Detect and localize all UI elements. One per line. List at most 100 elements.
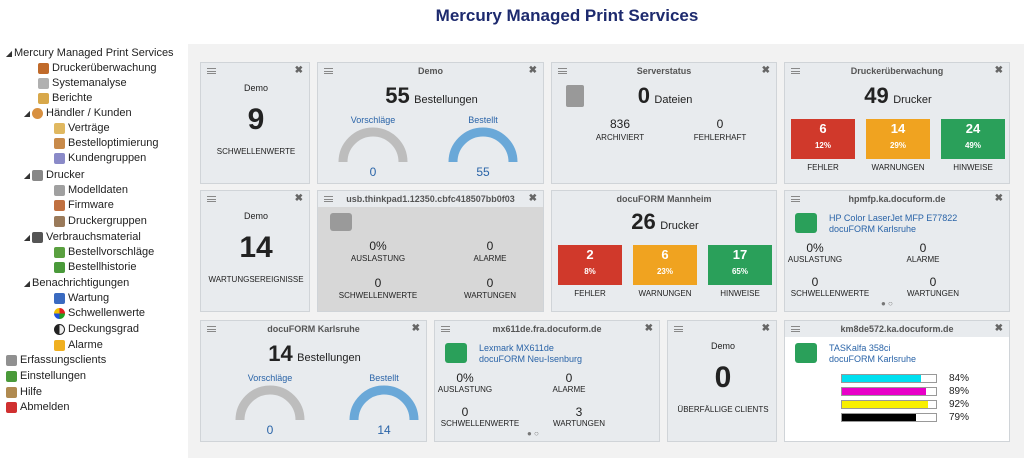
sidebar-item-alarme[interactable]: Alarme	[54, 338, 103, 353]
collapse-icon[interactable]: ◢	[23, 233, 31, 242]
gauge-vorschlaege	[235, 385, 305, 421]
status-box-hinweise[interactable]: 17 65%	[708, 245, 772, 285]
threshold-icon	[54, 308, 65, 319]
close-icon[interactable]: ✖	[411, 323, 420, 334]
widget-demo-schwellenwerte: ✖ Demo 9 SCHWELLENWERTE	[200, 62, 310, 184]
close-icon[interactable]: ✖	[644, 323, 653, 334]
widget-device-mx611: mx611de.fra.docuform.de ✖ Lexmark MX611de…	[434, 320, 660, 442]
sidebar-item-wartung[interactable]: Wartung	[54, 291, 109, 306]
firmware-icon	[54, 200, 65, 211]
close-icon[interactable]: ✖	[994, 323, 1003, 334]
widget-title: Serverstatus	[636, 66, 692, 76]
widget-demo-wartung: ✖ Demo 14 WARTUNGSEREIGNISSE	[200, 190, 310, 312]
close-icon[interactable]: ✖	[294, 193, 303, 204]
status-box-fehler[interactable]: 2 8%	[558, 245, 622, 285]
maintenance-value: 3	[575, 405, 583, 419]
menu-icon[interactable]	[558, 68, 567, 74]
sidebar-item-bestellvorschlaege[interactable]: Bestellvorschläge	[54, 245, 154, 260]
printer-unit: Drucker	[893, 94, 932, 106]
files-icon	[566, 85, 584, 107]
sidebar-item-bestelloptimierung[interactable]: Bestelloptimierung	[54, 136, 159, 151]
close-icon[interactable]: ✖	[528, 65, 537, 76]
maintenance-value: 0	[486, 276, 494, 290]
sidebar-item-berichte[interactable]: Berichte	[38, 91, 92, 106]
toner-bar-track	[841, 374, 937, 383]
close-icon[interactable]: ✖	[528, 193, 537, 204]
sidebar-item-erfassungsclients[interactable]: Erfassungsclients	[6, 353, 106, 368]
menu-icon[interactable]	[207, 196, 216, 202]
collapse-icon[interactable]: ◢	[5, 49, 13, 58]
sidebar-item-label: Bestellhistorie	[68, 261, 137, 273]
menu-icon[interactable]	[791, 196, 800, 202]
alarm-icon	[54, 340, 65, 351]
menu-icon[interactable]	[674, 326, 683, 332]
printer-name-link[interactable]: Lexmark MX611de	[479, 343, 554, 353]
close-icon[interactable]: ✖	[994, 193, 1003, 204]
sidebar-item-druckerueberwachung[interactable]: Druckerüberwachung	[38, 61, 157, 76]
threshold-value: 0	[461, 405, 469, 419]
printer-location-link[interactable]: docuFORM Karlsruhe	[829, 224, 917, 234]
sidebar-item-druckergruppen[interactable]: Druckergruppen	[54, 214, 147, 229]
alarm-label: ALARME	[906, 255, 940, 264]
threshold-value: 0	[811, 275, 819, 289]
menu-icon[interactable]	[324, 68, 333, 74]
sidebar-item-systemanalyse[interactable]: Systemanalyse	[38, 76, 127, 91]
gauge-label-bestellt: Bestellt	[468, 115, 498, 125]
menu-icon[interactable]	[207, 326, 216, 332]
printer-icon	[795, 343, 817, 363]
status-label: HINWEISE	[720, 289, 760, 298]
close-icon[interactable]: ✖	[294, 65, 303, 76]
sidebar-item-einstellungen[interactable]: Einstellungen	[6, 369, 86, 384]
sidebar-item-verbrauchsmaterial[interactable]: ◢ Verbrauchsmaterial	[22, 230, 141, 245]
sidebar-item-label: Benachrichtigungen	[32, 277, 130, 289]
sidebar-item-firmware[interactable]: Firmware	[54, 198, 114, 213]
sidebar-item-kundengruppen[interactable]: Kundengruppen	[54, 151, 146, 166]
sidebar-item-modelldaten[interactable]: Modelldaten	[54, 183, 128, 198]
sidebar-item-vertraege[interactable]: Verträge	[54, 121, 110, 136]
close-icon[interactable]: ✖	[761, 65, 770, 76]
sidebar-item-label: Alarme	[68, 339, 103, 351]
sidebar-item-label: Modelldaten	[68, 184, 128, 196]
menu-icon[interactable]	[207, 68, 216, 74]
menu-icon[interactable]	[324, 196, 333, 202]
sidebar-item-hilfe[interactable]: Hilfe	[6, 385, 42, 400]
sidebar-item-haendler-kunden[interactable]: ◢ Händler / Kunden	[22, 106, 132, 121]
printer-location-link[interactable]: docuFORM Karlsruhe	[829, 354, 917, 364]
toner-levels: 84% 89% 92% 79%	[841, 373, 1001, 433]
pager-dots[interactable]: ● ○	[527, 429, 539, 438]
status-box-hinweise[interactable]: 24 49%	[941, 119, 1005, 159]
sidebar-item-bestellhistorie[interactable]: Bestellhistorie	[54, 260, 136, 275]
printer-name-link[interactable]: TASKalfa 358ci	[829, 343, 891, 353]
collapse-icon[interactable]: ◢	[23, 109, 31, 118]
sidebar-item-schwellenwerte[interactable]: Schwellenwerte	[54, 306, 145, 321]
gauge-bestellt	[448, 127, 518, 163]
sidebar-item-label: Abmelden	[20, 401, 70, 413]
tree-root[interactable]: ◢ Mercury Managed Print Services	[4, 46, 174, 61]
toner-row: 79%	[841, 412, 1001, 423]
sidebar-item-abmelden[interactable]: Abmelden	[6, 400, 70, 415]
maintenance-label: WARTUNGEN	[553, 419, 605, 428]
collapse-icon[interactable]: ◢	[23, 279, 31, 288]
printer-icon	[795, 213, 817, 233]
menu-icon[interactable]	[791, 326, 800, 332]
menu-icon[interactable]	[791, 68, 800, 74]
menu-icon[interactable]	[441, 326, 450, 332]
status-box-fehler[interactable]: 6 12%	[791, 119, 855, 159]
failed-count: 0	[716, 117, 724, 131]
printer-location-link[interactable]: docuFORM Neu-Isenburg	[479, 354, 583, 364]
pager-dots[interactable]: ● ○	[881, 299, 893, 308]
printer-name-link[interactable]: HP Color LaserJet MFP E77822	[829, 213, 958, 223]
sidebar-item-drucker[interactable]: ◢ Drucker	[22, 168, 85, 183]
sidebar-item-benachrichtigungen[interactable]: ◢ Benachrichtigungen	[22, 276, 129, 291]
gauge-value-bestellt: 14	[377, 423, 391, 437]
status-box-warnungen[interactable]: 14 29%	[866, 119, 930, 159]
sidebar-item-label: Verbrauchsmaterial	[46, 231, 141, 243]
collapse-icon[interactable]: ◢	[23, 171, 31, 180]
close-icon[interactable]: ✖	[761, 323, 770, 334]
model-icon	[54, 185, 65, 196]
sidebar-item-deckungsgrad[interactable]: Deckungsgrad	[54, 322, 139, 337]
printer-icon	[32, 170, 43, 181]
status-box-warnungen[interactable]: 6 23%	[633, 245, 697, 285]
sidebar-item-label: Deckungsgrad	[68, 323, 139, 335]
close-icon[interactable]: ✖	[994, 65, 1003, 76]
